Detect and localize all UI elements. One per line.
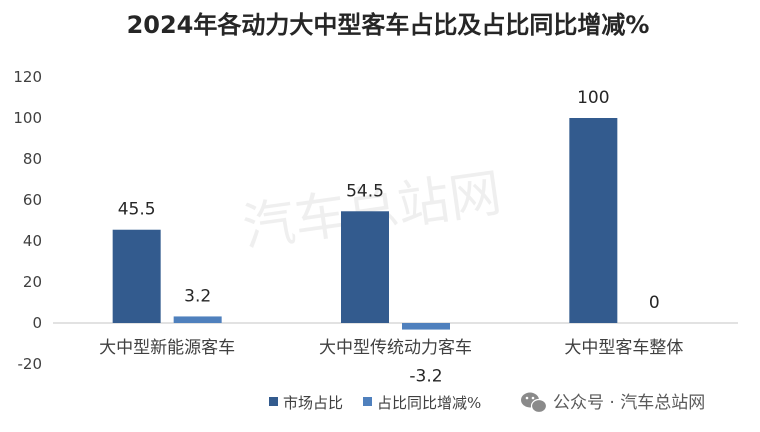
y-tick-label: 20: [23, 273, 42, 291]
y-axis: -20 0 20 40 60 80 100 120: [13, 68, 42, 373]
legend: 市场占比 占比同比增减%: [269, 394, 481, 412]
y-tick-label: 0: [32, 314, 42, 332]
x-category-label: 大中型新能源客车: [99, 338, 235, 358]
wechat-account: 公众号 · 汽车总站网: [521, 392, 705, 414]
data-label-yoy-change: 0: [649, 293, 660, 313]
bars: [112, 118, 618, 330]
data-label-yoy-change: 3.2: [184, 286, 211, 306]
legend-swatch-yoy-change: [363, 397, 372, 406]
x-category-label: 大中型传统动力客车: [319, 338, 472, 358]
bar-market-share: [569, 118, 618, 323]
data-label-yoy-change: -3.2: [409, 367, 442, 387]
bar-market-share: [112, 229, 161, 323]
bar-yoy-change: [173, 316, 222, 323]
wechat-account-text: 公众号 · 汽车总站网: [553, 393, 705, 413]
y-tick-label: 40: [23, 232, 42, 250]
legend-label-market-share: 市场占比: [283, 394, 343, 412]
bar-market-share: [341, 211, 389, 323]
y-tick-label: 80: [23, 150, 42, 168]
data-label-market-share: 100: [577, 88, 609, 108]
y-tick-label: 60: [23, 191, 42, 209]
chart-title: 2024年各动力大中型客车占比及占比同比增减%: [127, 11, 650, 39]
wechat-icon: [521, 392, 548, 414]
data-label-market-share: 54.5: [346, 181, 384, 201]
data-label-market-share: 45.5: [118, 200, 156, 220]
x-category-label: 大中型客车整体: [564, 338, 683, 358]
y-tick-label: 120: [13, 68, 42, 86]
bar-yoy-change: [402, 323, 450, 330]
data-labels: 45.5 3.2 54.5 -3.2 100 0: [118, 88, 660, 387]
y-tick-label: 100: [13, 109, 42, 127]
y-tick-label: -20: [18, 355, 43, 373]
legend-label-yoy-change: 占比同比增减%: [377, 394, 481, 412]
legend-swatch-market-share: [269, 397, 278, 406]
category-labels: 大中型新能源客车 大中型传统动力客车 大中型客车整体: [99, 338, 683, 358]
